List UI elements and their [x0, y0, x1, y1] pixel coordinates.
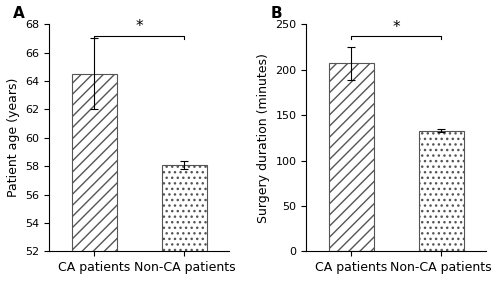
- Text: B: B: [270, 6, 282, 21]
- Bar: [329, 63, 374, 251]
- Bar: [72, 74, 117, 281]
- Y-axis label: Patient age (years): Patient age (years): [7, 78, 20, 198]
- Text: A: A: [14, 6, 25, 21]
- Y-axis label: Surgery duration (minutes): Surgery duration (minutes): [257, 53, 270, 223]
- Text: *: *: [392, 20, 400, 35]
- Text: *: *: [136, 19, 143, 35]
- Bar: [419, 131, 464, 251]
- Bar: [162, 165, 207, 281]
